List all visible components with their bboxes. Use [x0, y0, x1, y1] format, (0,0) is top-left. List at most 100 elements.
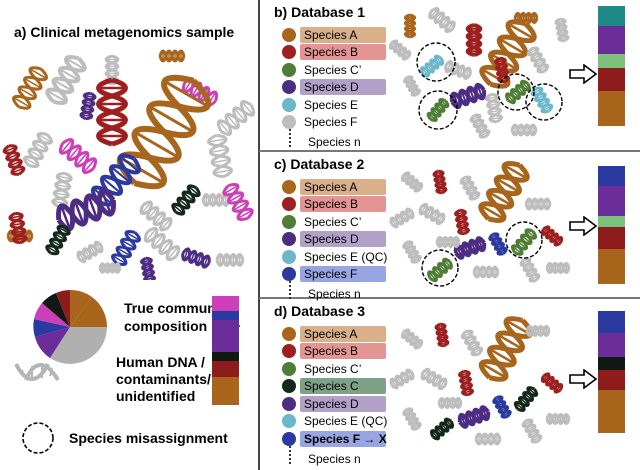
species-label: Species F: [304, 115, 358, 129]
dna-helix-icon: [519, 257, 541, 283]
dna-helix-icon: [79, 91, 97, 121]
dna-helix-icon: [389, 207, 415, 229]
database-2-panel: c) Database 2 Species A Species B Species C…: [262, 152, 640, 301]
species-dot: [282, 214, 296, 229]
species-label: Species C’: [304, 361, 362, 376]
more-species-label: Species n: [308, 451, 361, 466]
pie-chart-icon: [33, 289, 108, 364]
dna-helix-icon: [460, 329, 484, 357]
database-3-panel: d) Database 3 Species A Species B Species C…: [262, 299, 640, 470]
true-bar-segment: [212, 296, 239, 312]
species-label: Species C’: [304, 214, 362, 229]
bar-segment: [598, 311, 625, 333]
species-dot: [282, 396, 296, 411]
dna-helix-icon: [524, 197, 552, 211]
dna-helix-icon: [171, 184, 201, 216]
dna-helix-icon: [56, 188, 116, 232]
dna-helix-icon: [492, 395, 512, 419]
species-dot: [282, 379, 296, 393]
bar-segment: [598, 215, 625, 228]
dna-helix-icon: [434, 322, 450, 348]
dna-helix-icon: [444, 60, 472, 80]
species-dot: [282, 344, 296, 358]
bar-segment: [598, 166, 625, 187]
dna-helix-icon: [14, 363, 60, 382]
species-dot: [282, 45, 296, 59]
dna-helix-icon: [554, 17, 570, 43]
species-row: Species C’: [282, 213, 365, 230]
dna-helix-icon: [45, 224, 71, 256]
species-row: Species A: [282, 178, 386, 195]
dna-helix-icon: [459, 175, 481, 201]
dna-helix-icon: [8, 211, 28, 245]
species-row: Species C’: [282, 61, 365, 78]
dna-helix-icon: [222, 183, 254, 221]
dna-helix-icon: [400, 171, 424, 193]
dna-helix-icon: [478, 316, 534, 382]
species-label: Species B: [300, 196, 386, 212]
dna-helix-icon: [139, 200, 173, 232]
dna-helix-icon: [181, 247, 211, 269]
species-label: Species F → X: [300, 430, 387, 447]
database-composition-bar: [598, 166, 625, 284]
vertical-divider: [258, 0, 260, 470]
dna-helix-icon: [432, 169, 448, 195]
true-bar-segment: [212, 377, 239, 406]
species-dot: [282, 326, 296, 341]
species-row: Species E (QC): [282, 413, 391, 430]
bar-segment: [598, 357, 625, 370]
species-row: Species F: [282, 266, 386, 283]
dna-helix-icon: [2, 144, 26, 176]
dna-helix-icon: [488, 232, 508, 256]
more-species-label: Species n: [308, 135, 361, 149]
dna-helix-icon: [513, 11, 539, 25]
database-title: d) Database 3: [274, 303, 366, 319]
dna-helix-icon: [111, 229, 141, 267]
more-species-label: Species n: [308, 287, 361, 301]
database-composition-bar: [598, 311, 625, 433]
dna-helix-icon: [419, 54, 445, 78]
divider-db2-db3: [259, 297, 640, 299]
dna-helix-icon: [158, 49, 186, 63]
dna-helix-icon: [513, 386, 539, 412]
dna-helix-icon: [437, 396, 463, 410]
dna-helix-icon: [510, 123, 538, 137]
dashed-circle-icon: [421, 249, 459, 287]
dashed-circle-icon: [505, 221, 543, 259]
more-species-dots: [289, 445, 293, 464]
dna-helix-icon: [388, 39, 412, 61]
species-label: Species E (QC): [304, 249, 388, 264]
dna-helix-icon: [478, 161, 530, 223]
species-dot: [282, 232, 296, 246]
species-label: Species A: [300, 325, 386, 342]
species-row: Species B: [282, 343, 386, 360]
dna-helix-icon: [449, 82, 487, 110]
dna-helix-icon: [429, 417, 455, 441]
species-dot: [282, 249, 296, 264]
species-row: Species B: [282, 196, 386, 213]
dna-helix-icon: [472, 265, 500, 279]
species-row: Species D: [282, 395, 386, 412]
species-dot: [282, 431, 296, 446]
dna-helix-icon: [98, 262, 122, 274]
species-label: Species A: [300, 178, 386, 195]
database-composition-bar: [598, 6, 625, 126]
dashed-circle-icon: [418, 90, 458, 130]
species-dot: [282, 115, 296, 129]
bar-segment: [598, 369, 625, 391]
dna-helix-icon: [484, 92, 504, 124]
dna-helix-icon: [400, 328, 424, 350]
species-label: Species A: [300, 26, 386, 43]
species-label: Species D: [300, 231, 386, 247]
dna-helix-icon: [216, 100, 256, 136]
bar-segment: [598, 6, 625, 27]
dna-helix-icon: [389, 368, 415, 390]
species-row: Species D: [282, 231, 386, 248]
dashed-circle-icon: [22, 422, 54, 454]
dna-helix-icon: [58, 138, 98, 174]
divider-db1-db2: [259, 150, 640, 152]
dna-helix-icon: [435, 235, 461, 249]
species-label: Species C: [300, 378, 386, 394]
database-dna-cloud: [389, 161, 571, 287]
arrow-right-icon: [569, 216, 598, 236]
